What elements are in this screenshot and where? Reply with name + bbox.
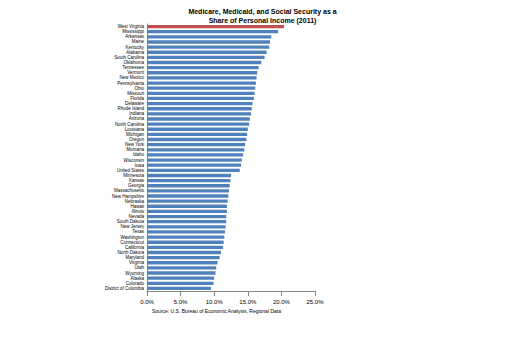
svg-text:United States: United States — [117, 167, 144, 173]
svg-text:Arkansas: Arkansas — [125, 34, 144, 40]
svg-text:Michigan: Michigan — [126, 131, 144, 137]
svg-text:Alaska: Alaska — [130, 275, 144, 281]
svg-text:New York: New York — [125, 142, 144, 148]
svg-text:5.0%: 5.0% — [174, 299, 188, 305]
svg-text:North Dakota: North Dakota — [117, 250, 144, 255]
svg-text:Utah: Utah — [134, 265, 144, 271]
svg-text:Virginia: Virginia — [129, 260, 144, 266]
svg-text:Georgia: Georgia — [128, 183, 144, 189]
svg-text:Source: U.S. Bureau of Economi: Source: U.S. Bureau of Economic Analysis… — [152, 308, 281, 314]
svg-text:20.0%: 20.0% — [273, 299, 291, 305]
svg-text:Medicare, Medicaid, and Social: Medicare, Medicaid, and Social Security … — [188, 8, 336, 16]
svg-text:Washington: Washington — [120, 234, 144, 240]
svg-text:Ohio: Ohio — [134, 85, 144, 91]
svg-text:Iowa: Iowa — [134, 162, 144, 168]
svg-text:Arizona: Arizona — [128, 116, 144, 122]
svg-text:Texas: Texas — [132, 229, 144, 235]
svg-text:15.0%: 15.0% — [239, 299, 257, 305]
svg-text:California: California — [125, 244, 144, 250]
svg-text:Mississippi: Mississippi — [122, 29, 144, 35]
svg-text:Wyoming: Wyoming — [125, 270, 144, 276]
svg-text:New Mexico: New Mexico — [119, 75, 144, 81]
svg-text:Wisconsin: Wisconsin — [123, 157, 144, 163]
svg-text:New Hampshire: New Hampshire — [112, 193, 144, 199]
svg-text:North Carolina: North Carolina — [115, 121, 144, 127]
svg-text:Nebraska: Nebraska — [124, 198, 144, 204]
svg-text:Kentucky: Kentucky — [125, 44, 144, 50]
svg-text:Alabama: Alabama — [126, 49, 144, 55]
svg-text:District of Columbia: District of Columbia — [105, 286, 145, 291]
svg-text:Tennessee: Tennessee — [122, 65, 144, 71]
svg-text:South Carolina: South Carolina — [114, 54, 144, 60]
svg-text:Idaho: Idaho — [132, 152, 144, 158]
svg-text:Delaware: Delaware — [125, 101, 144, 107]
svg-text:South Dakota: South Dakota — [116, 219, 144, 225]
svg-text:10.0%: 10.0% — [206, 299, 224, 305]
svg-text:Kansas: Kansas — [129, 178, 144, 184]
svg-text:Maryland: Maryland — [125, 255, 144, 261]
svg-text:New Jersey: New Jersey — [120, 224, 144, 230]
svg-text:25.0%: 25.0% — [306, 299, 324, 305]
svg-text:Nevada: Nevada — [128, 214, 144, 219]
svg-text:Colorado: Colorado — [125, 280, 144, 286]
svg-text:Maine: Maine — [131, 39, 144, 45]
svg-text:Oregon: Oregon — [129, 137, 144, 142]
svg-text:Pennsylvania: Pennsylvania — [117, 80, 144, 86]
svg-text:Massachusetts: Massachusetts — [114, 188, 144, 194]
svg-text:West Virginia: West Virginia — [117, 24, 144, 30]
svg-text:Share of Personal Income (2011: Share of Personal Income (2011) — [209, 17, 317, 25]
svg-text:Minnesota: Minnesota — [123, 173, 144, 178]
svg-text:Illinois: Illinois — [131, 208, 144, 214]
svg-text:Connecticut: Connecticut — [120, 239, 144, 245]
svg-text:Hawaii: Hawaii — [130, 203, 144, 209]
svg-text:Oklahoma: Oklahoma — [123, 60, 144, 65]
svg-text:Louisiana: Louisiana — [124, 126, 144, 132]
svg-text:Florida: Florida — [130, 96, 144, 101]
svg-text:0.0%: 0.0% — [140, 299, 154, 305]
svg-text:Rhode Island: Rhode Island — [117, 106, 144, 112]
svg-text:Vermont: Vermont — [127, 70, 144, 76]
svg-text:Indiana: Indiana — [129, 111, 144, 117]
svg-text:Montana: Montana — [126, 147, 144, 153]
svg-text:Missouri: Missouri — [127, 90, 144, 96]
